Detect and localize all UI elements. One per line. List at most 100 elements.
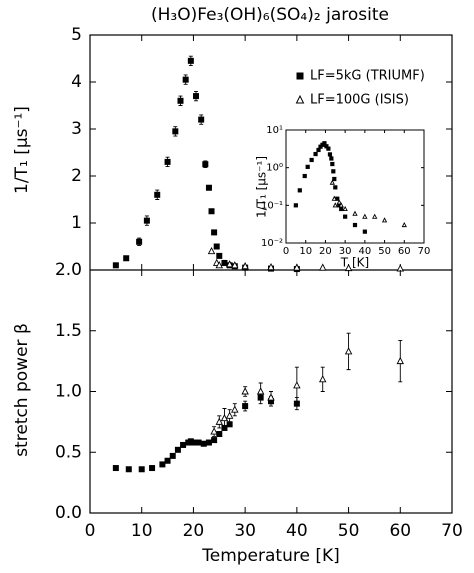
data-point [123,255,130,262]
data-point [198,116,205,123]
data-point [225,411,234,419]
y-tick-label: 1.0 [55,382,82,402]
data-point [327,152,333,157]
data-point [267,393,275,401]
data-point [297,188,302,193]
x-axis-label: Temperature [K] [201,546,340,566]
data-point [215,261,224,269]
data-point [329,156,334,161]
data-point [231,261,239,269]
y-tick-label: 1.5 [55,321,82,341]
inset-frame [285,129,425,244]
data-point [241,262,249,270]
x-tick-label: 50 [378,246,391,257]
y-tick-label: 0.5 [55,442,82,462]
inset-x-label: T [K] [340,256,369,270]
data-point [211,437,218,444]
data-point [372,213,378,219]
x-tick-label: 60 [389,521,411,541]
data-point [231,405,239,413]
data-point [318,375,327,383]
data-point [343,214,348,219]
data-point [182,76,189,83]
y-tick-label: 0.0 [55,503,82,523]
y-tick-label: 2.0 [55,260,82,280]
x-tick-label: 60 [398,246,411,257]
data-point [396,356,405,365]
y-tick-label: 3 [71,119,82,139]
data-point [149,465,156,472]
data-point [136,238,143,245]
data-point [305,164,310,169]
y-tick-label: 10⁻² [261,238,283,249]
data-point [326,146,331,151]
data-point [159,461,166,468]
data-point [208,208,215,215]
y-tick-label: 2 [71,166,82,186]
data-point [242,403,249,410]
data-point [220,414,229,422]
inset-y-label: 1/T₁ [μs⁻¹] [255,156,269,218]
x-tick-label: 40 [358,246,371,257]
data-point [164,158,171,165]
x-tick-label: 50 [338,521,360,541]
data-point [332,202,338,208]
y-axis-label: 1/T₁ [μs⁻¹] [12,106,32,194]
data-point [205,439,212,446]
data-point [211,229,218,236]
data-point [125,466,132,473]
x-tick-label: 10 [131,521,153,541]
data-point [164,457,171,464]
x-tick-label: 70 [441,521,463,541]
data-point [193,93,200,100]
data-point [331,169,336,174]
x-tick-label: 70 [418,246,431,257]
legend-marker [296,72,304,80]
data-point [256,387,265,395]
data-point [302,173,307,179]
legend-label: LF=100G (ISIS) [310,93,409,108]
data-point [339,206,344,212]
data-point [207,246,216,255]
x-tick-label: 30 [234,521,256,541]
data-point [333,185,338,190]
data-point [226,421,233,428]
data-point [336,199,342,205]
data-point [332,176,337,182]
y-tick-label: 1 [71,213,82,233]
data-point [174,446,181,453]
data-point [331,195,337,201]
data-point [338,202,344,208]
x-tick-label: 30 [339,246,352,257]
data-point [316,147,321,153]
data-point [112,262,119,269]
data-point [309,157,314,163]
data-point [225,260,234,268]
data-point [267,262,275,271]
data-point [195,439,202,446]
data-point [202,161,209,168]
data-point [154,191,161,198]
y-tick-label: 10⁻¹ [261,200,283,211]
data-point [112,465,119,472]
data-point [216,252,223,259]
data-point [190,439,197,446]
data-point [177,97,184,104]
y-tick-label: 5 [71,25,82,45]
data-point [352,210,358,216]
x-tick-label: 20 [319,246,332,257]
data-point [187,57,194,64]
data-point [330,161,335,167]
x-tick-label: 10 [299,246,312,257]
data-point [342,205,348,212]
data-point [210,427,218,435]
data-point [313,151,318,157]
data-point [329,179,335,185]
data-point [215,417,224,425]
data-point [143,217,150,224]
y-tick-label: 10¹ [266,125,283,136]
data-point [169,452,176,459]
data-point [362,229,367,234]
x-tick-label: 20 [183,521,205,541]
